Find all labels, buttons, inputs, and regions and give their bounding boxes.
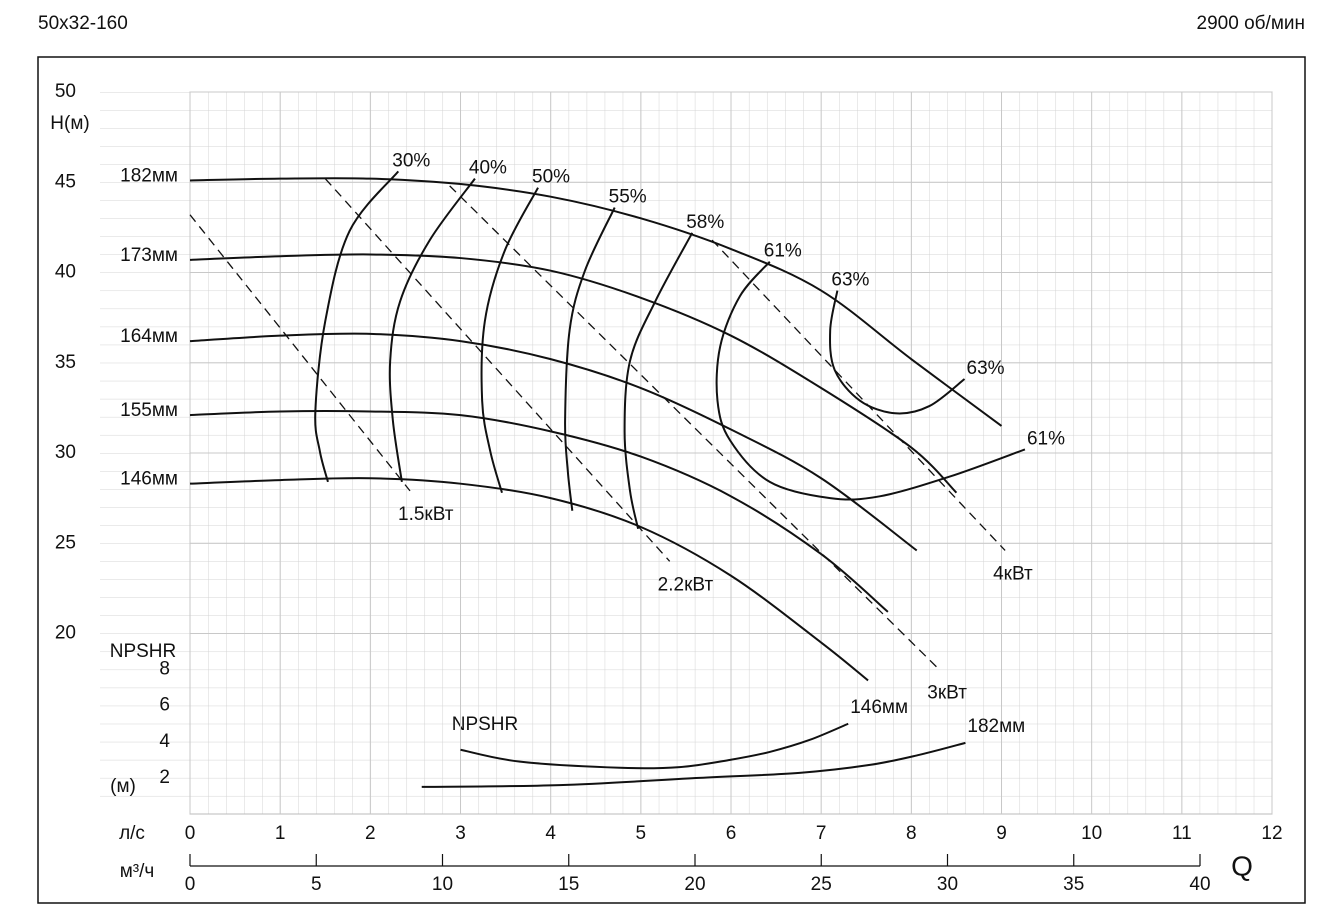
efficiency-curve [828, 290, 966, 415]
x2-axis-title: м³/ч [120, 861, 155, 882]
x-tick-label: 9 [996, 823, 1007, 844]
head-curve [189, 253, 958, 494]
head-curve [189, 332, 918, 552]
frame [37, 56, 1306, 904]
efficiency-curve [715, 261, 1026, 501]
efficiency-label: 55% [609, 187, 647, 208]
x-tick-label: 1 [275, 823, 286, 844]
x-axis-title: л/с [119, 823, 145, 844]
curve-label: 182мм [967, 716, 1025, 737]
x2-tick-label: 40 [1189, 874, 1210, 895]
power-label: 1.5кВт [398, 504, 454, 525]
efficiency-label: 61% [1027, 428, 1065, 449]
power-line [449, 185, 940, 671]
power-line [324, 178, 671, 562]
efficiency-label: 58% [686, 212, 724, 233]
x-tick-label: 5 [636, 823, 647, 844]
x2-tick-label: 10 [432, 874, 453, 895]
x-tick-label: 7 [816, 823, 827, 844]
efficiency-label: 40% [469, 158, 507, 179]
x-tick-label: 10 [1081, 823, 1102, 844]
q-label: Q [1231, 850, 1253, 881]
y2-tick-label: 2 [159, 767, 170, 788]
efficiency-curve [564, 207, 616, 511]
curve-label: 164мм [120, 326, 178, 347]
power-line [711, 239, 1006, 551]
x2-tick-label: 30 [937, 874, 958, 895]
x2-tick-label: 0 [185, 874, 196, 895]
x-tick-label: 2 [365, 823, 376, 844]
x-tick-label: 12 [1261, 823, 1282, 844]
y-tick-label: 30 [55, 442, 76, 463]
y2-axis-unit: (м) [110, 776, 136, 797]
x-tick-label: 6 [726, 823, 737, 844]
x2-tick-label: 5 [311, 874, 322, 895]
y2-tick-label: 6 [159, 695, 170, 716]
y2-tick-label: 4 [159, 731, 170, 752]
head-curve [189, 177, 1003, 427]
npshr-curve [460, 722, 849, 770]
y-tick-label: 20 [55, 623, 76, 644]
efficiency-curve [388, 178, 476, 483]
efficiency-label: 63% [831, 270, 869, 291]
npshr-curve [421, 741, 966, 788]
y-tick-label: 45 [55, 171, 76, 192]
curve-label: 146мм [120, 469, 178, 490]
x-tick-label: 11 [1172, 823, 1192, 844]
power-label: 3кВт [927, 683, 967, 704]
y-tick-label: 35 [55, 352, 76, 373]
y2-tick-label: 8 [159, 659, 170, 680]
head-curve [189, 477, 869, 682]
x2-tick-label: 35 [1063, 874, 1084, 895]
efficiency-label: 50% [532, 167, 570, 188]
curve-label: 146мм [850, 697, 908, 718]
efficiency-label: 30% [392, 150, 430, 171]
y-tick-label: 25 [55, 532, 76, 553]
y-tick-label: 40 [55, 262, 76, 283]
x-tick-label: 8 [906, 823, 917, 844]
curve-label: 182мм [120, 165, 178, 186]
x-tick-label: 4 [545, 823, 556, 844]
x2-tick-label: 20 [684, 874, 705, 895]
y-tick-label: 50 [55, 81, 76, 102]
power-label: 2.2кВт [658, 574, 714, 595]
efficiency-curve [623, 232, 694, 530]
chart-title: 50x32-160 [38, 13, 128, 34]
y-axis-title: H(м) [50, 113, 89, 134]
x-tick-label: 0 [185, 823, 196, 844]
x2-tick-label: 25 [811, 874, 832, 895]
power-label: 4кВт [993, 563, 1033, 584]
x2-tick-label: 15 [558, 874, 579, 895]
x-tick-label: 3 [455, 823, 466, 844]
power-line [189, 214, 411, 492]
head-curve [189, 410, 889, 613]
chart-subtitle: 2900 об/мин [1197, 13, 1305, 34]
grid-left [100, 92, 190, 814]
efficiency-label: 63% [967, 358, 1005, 379]
curve-label: 173мм [120, 245, 178, 266]
y2-axis-title: NPSHR [110, 641, 177, 662]
curve-label: 155мм [120, 400, 178, 421]
efficiency-curve [314, 170, 400, 483]
efficiency-curve [480, 187, 539, 493]
npshr-label: NPSHR [452, 714, 519, 735]
efficiency-label: 61% [764, 241, 802, 262]
